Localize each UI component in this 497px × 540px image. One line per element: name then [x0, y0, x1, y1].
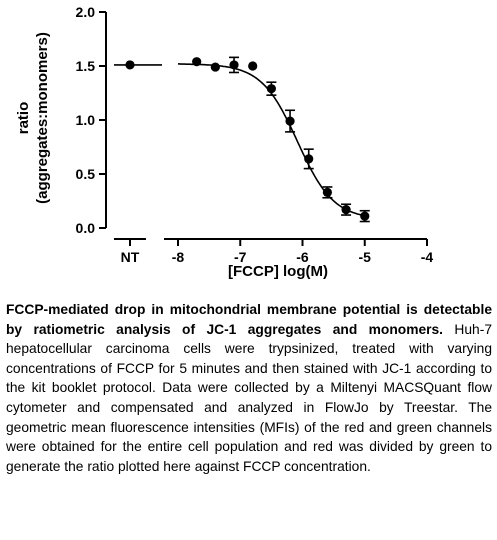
x-axis: NT -8 -7 -6 -5 -4 [114, 238, 434, 265]
data-point [360, 211, 370, 221]
data-point [341, 205, 351, 215]
y-axis-label-line1: ratio [15, 102, 32, 135]
data-point [322, 187, 332, 197]
x-tick-label-nt: NT [121, 249, 140, 265]
figure-caption: FCCP-mediated drop in mitochondrial memb… [6, 300, 492, 476]
y-tick-label: 0.0 [76, 220, 96, 236]
x-tick-label: -8 [172, 249, 185, 265]
nt-point [125, 60, 135, 70]
data-point [266, 84, 276, 94]
caption-bold-lead: FCCP-mediated drop in mitochondrial memb… [6, 302, 492, 337]
data-point [304, 154, 314, 164]
data-point [248, 61, 258, 71]
x-tick-label: -6 [296, 249, 309, 265]
dose-response-chart: 0.0 0.5 1.0 1.5 2.0 NT -8 -7 -6 -5 -4 ratio (aggr… [15, 4, 434, 280]
x-tick-label: -4 [421, 249, 434, 265]
y-axis-label-line2: (aggregates:monomers) [34, 32, 51, 204]
data-points-layer [125, 56, 370, 223]
y-tick-label: 0.5 [76, 166, 96, 182]
data-point [229, 60, 239, 70]
data-point [285, 116, 295, 126]
data-point [192, 57, 202, 67]
x-tick-label: -7 [234, 249, 247, 265]
y-tick-label: 1.5 [76, 58, 96, 74]
y-tick-label: 2.0 [76, 4, 96, 20]
x-axis-label: [FCCP] log(M) [228, 263, 328, 280]
y-tick-label: 1.0 [76, 112, 96, 128]
caption-body: Huh-7 hepatocellular carcinoma cells wer… [6, 321, 492, 474]
x-tick-label: -5 [359, 249, 372, 265]
y-axis: 0.0 0.5 1.0 1.5 2.0 [76, 4, 107, 236]
data-point [210, 62, 220, 72]
